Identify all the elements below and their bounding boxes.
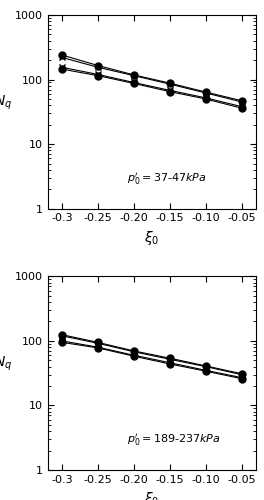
Text: $p_0' = 189\text{-}237kPa$: $p_0' = 189\text{-}237kPa$ [127, 432, 220, 448]
X-axis label: $\xi_0$: $\xi_0$ [144, 490, 159, 500]
Y-axis label: $N_q$: $N_q$ [0, 355, 13, 373]
Text: $p_0' = 37\text{-}47kPa$: $p_0' = 37\text{-}47kPa$ [127, 170, 206, 186]
X-axis label: $\xi_0$: $\xi_0$ [144, 229, 159, 247]
Y-axis label: $N_q$: $N_q$ [0, 94, 13, 112]
